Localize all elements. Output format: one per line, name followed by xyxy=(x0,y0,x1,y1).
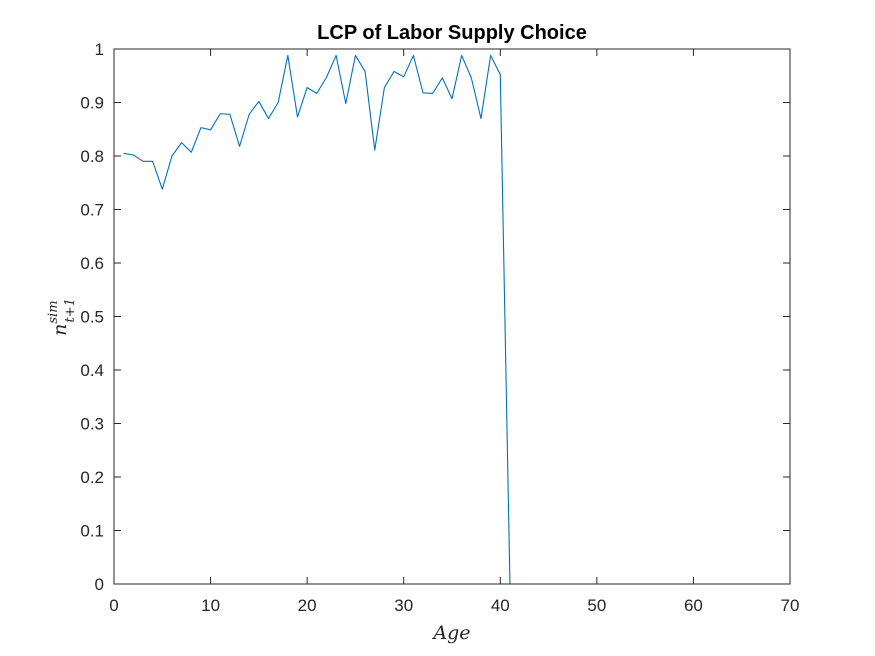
x-tick-label: 40 xyxy=(491,596,510,615)
y-axis-label-superscript: sim xyxy=(46,300,61,323)
y-tick-label: 0 xyxy=(95,575,104,594)
axes-background xyxy=(114,49,790,584)
y-tick-label: 0.3 xyxy=(80,415,104,434)
y-tick-label: 0.2 xyxy=(80,468,104,487)
y-tick-label: 0.6 xyxy=(80,254,104,273)
y-tick-label: 0.5 xyxy=(80,308,104,327)
chart-title: LCP of Labor Supply Choice xyxy=(317,22,587,44)
x-tick-label: 10 xyxy=(201,596,220,615)
y-axis-label-subscript: t+1 xyxy=(63,298,78,322)
y-axis-label: nsim t+1 xyxy=(46,298,78,336)
x-tick-label: 70 xyxy=(781,596,800,615)
y-tick-label: 0.4 xyxy=(80,361,104,380)
y-tick-label: 0.1 xyxy=(80,522,104,541)
x-ticks: 0 10 20 30 40 50 60 70 xyxy=(109,49,799,615)
x-tick-label: 60 xyxy=(684,596,703,615)
x-tick-label: 50 xyxy=(587,596,606,615)
x-tick-label: 0 xyxy=(109,596,118,615)
y-axis-label-base: n xyxy=(49,324,71,336)
y-tick-label: 1 xyxy=(95,40,104,59)
x-tick-label: 20 xyxy=(298,596,317,615)
y-tick-label: 0.9 xyxy=(80,94,104,113)
axes-box xyxy=(113,48,791,585)
x-tick-label: 30 xyxy=(394,596,413,615)
y-tick-label: 0.8 xyxy=(80,147,104,166)
y-ticks: 0 0.1 0.2 0.3 0.4 0.5 0.6 0.7 0.8 0.9 1 xyxy=(80,40,790,594)
x-axis-label: Age xyxy=(431,622,470,644)
y-tick-label: 0.7 xyxy=(80,201,104,220)
